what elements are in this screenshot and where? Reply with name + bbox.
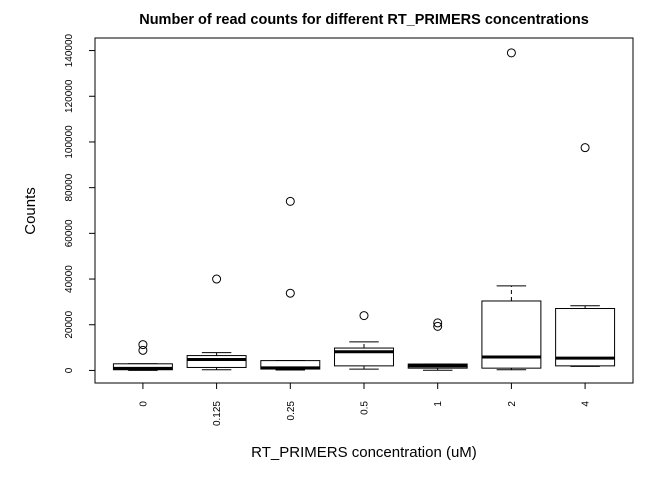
x-axis-title: RT_PRIMERS concentration (uM)	[251, 444, 477, 461]
iqr-box	[555, 308, 616, 367]
y-axis-title: Counts	[22, 187, 39, 235]
outlier-point	[285, 196, 295, 206]
y-tick-label: 140000	[64, 33, 75, 67]
box-0.25	[260, 196, 321, 371]
outlier-point	[212, 274, 222, 284]
outlier-point	[506, 48, 516, 58]
x-tick-label: 2	[507, 401, 518, 407]
outlier-point	[138, 345, 148, 355]
chart-title: Number of read counts for different RT_P…	[139, 12, 589, 28]
box-2	[481, 48, 542, 371]
box-0.125	[186, 274, 247, 371]
outlier-point	[580, 143, 590, 153]
outlier-point	[433, 318, 443, 328]
x-tick-label: 0.25	[286, 401, 297, 421]
x-tick-label: 1	[433, 401, 444, 407]
outlier-point	[433, 321, 443, 331]
outlier-point	[138, 340, 148, 350]
y-tick-label: 20000	[64, 310, 75, 338]
plot-frame	[94, 37, 634, 384]
y-axis: 0 20000 40000 60000 80000 100000 120000 140000	[64, 33, 96, 373]
box-4	[555, 143, 616, 367]
outlier-point	[285, 288, 295, 298]
x-tick-label: 4	[581, 401, 592, 407]
y-tick-label: 120000	[64, 79, 75, 113]
x-tick-label: 0.5	[360, 401, 371, 415]
x-tick-label: 0.125	[212, 401, 223, 426]
outlier-point	[359, 311, 369, 321]
box-0	[112, 340, 173, 371]
y-tick-label: 0	[64, 367, 75, 373]
x-axis: 0 0.125 0.25 0.5 1 2 4	[138, 382, 592, 426]
y-tick-label: 60000	[64, 219, 75, 247]
y-tick-label: 80000	[64, 173, 75, 201]
box-0.5	[334, 311, 394, 370]
x-tick-label: 0	[138, 401, 149, 407]
y-tick-label: 40000	[64, 265, 75, 293]
y-tick-label: 100000	[64, 125, 75, 159]
iqr-box	[186, 355, 247, 368]
boxes-layer	[112, 48, 616, 371]
box-1	[407, 318, 468, 371]
